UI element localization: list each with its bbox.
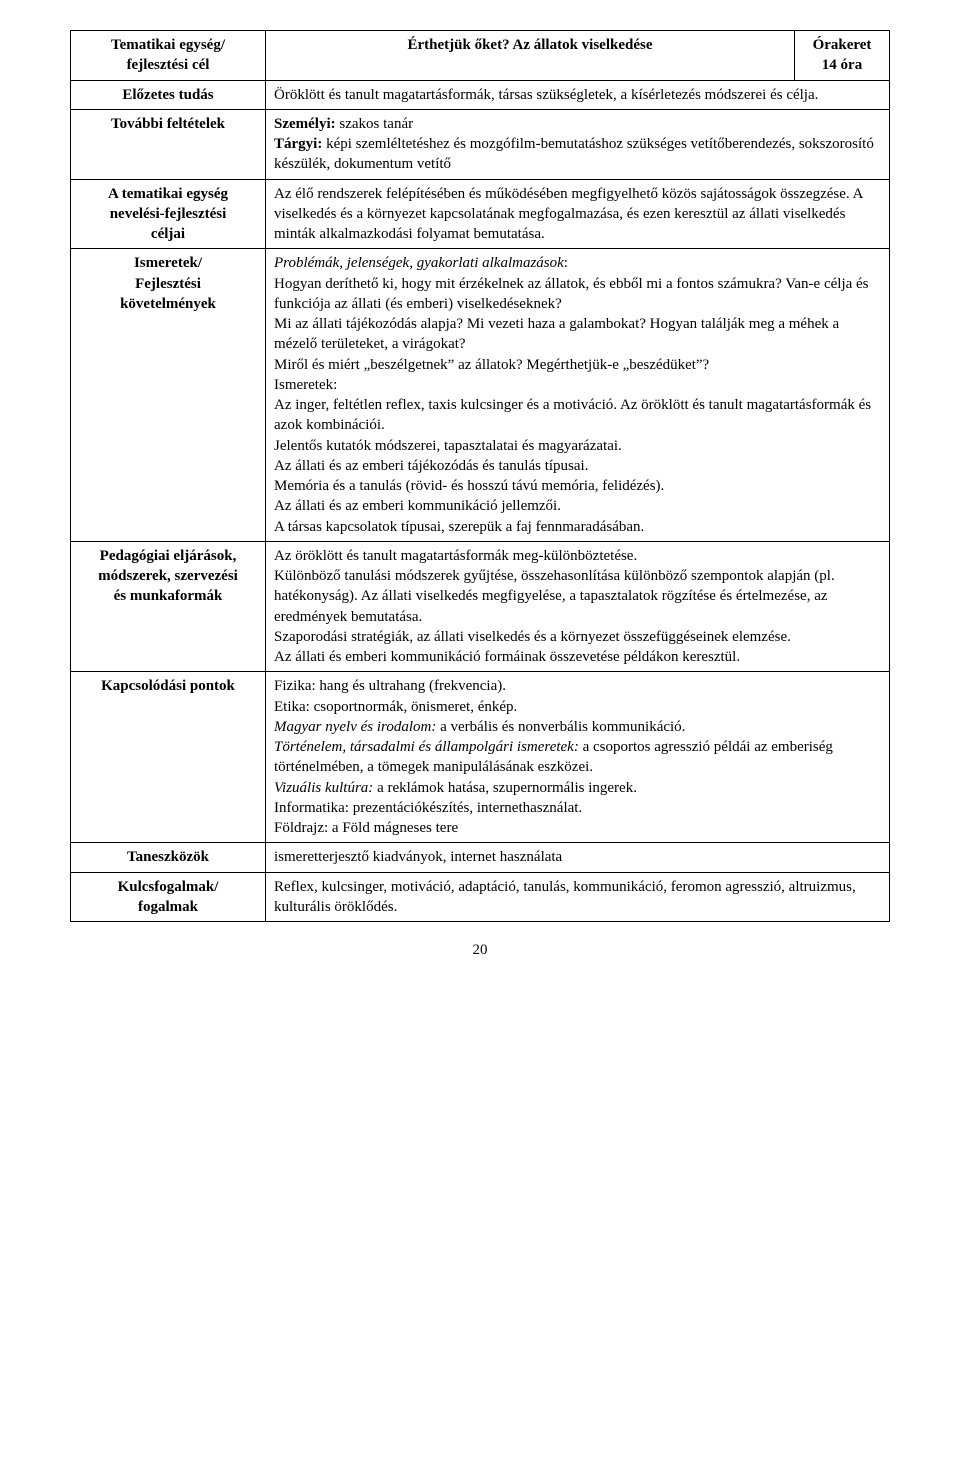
pedag-l1: Pedagógiai eljárások, [100,548,237,564]
header-mid: Érthetjük őket? Az állatok viselkedése [266,31,795,81]
table-row: Kapcsolódási pontok Fizika: hang és ultr… [71,672,890,843]
tematikai-l2: nevelési-fejlesztési [110,206,227,222]
curriculum-table: Tematikai egység/ fejlesztési cél Érthet… [70,30,890,922]
ismeretek-l1: Ismeretek/ [134,255,202,271]
pedag-p2: Különböző tanulási módszerek gyűjtése, ö… [274,568,835,625]
table-row: Kulcsfogalmak/ fogalmak Reflex, kulcsing… [71,872,890,922]
tovabbi-label: További feltételek [71,109,266,179]
ism-i2: Jelentős kutatók módszerei, tapasztalata… [274,438,622,454]
header-right-l2: 14 óra [822,57,862,73]
pedag-p1: Az öröklött és tanult magatartásformák m… [274,548,637,564]
pedag-label: Pedagógiai eljárások, módszerek, szervez… [71,541,266,672]
ism-i3: Az állati és az emberi tájékozódás és ta… [274,458,588,474]
ism-i4: Memória és a tanulás (rövid- és hosszú t… [274,478,664,494]
page-container: Tematikai egység/ fejlesztési cél Érthet… [0,0,960,999]
header-left-l2: fejlesztési cél [127,57,210,73]
kapcs-l5a: Vizuális kultúra: [274,780,373,796]
pedag-p3: Szaporodási stratégiák, az állati viselk… [274,629,791,645]
tematikai-l3: céljai [151,226,185,242]
tanesz-label: Taneszközök [71,843,266,872]
table-row: Előzetes tudás Öröklött és tanult magata… [71,80,890,109]
ism-i6: A társas kapcsolatok típusai, szerepük a… [274,519,644,535]
ism-label: Ismeretek: [274,377,337,393]
elozetes-label: Előzetes tudás [71,80,266,109]
pedag-l3: és munkaformák [114,588,223,604]
kapcs-l4a: Történelem, társadalmi és állampolgári i… [274,739,579,755]
personal-label: Személyi: [274,116,336,132]
targyi-text: képi szemléltetéshez és mozgófilm-bemuta… [274,136,874,172]
kapcs-l3a: Magyar nyelv és irodalom: [274,719,436,735]
ism-i5: Az állati és az emberi kommunikáció jell… [274,498,561,514]
kulcs-text: Reflex, kulcsinger, motiváció, adaptáció… [266,872,890,922]
targyi-label: Tárgyi: [274,136,322,152]
ismeretek-label: Ismeretek/ Fejlesztési követelmények [71,249,266,542]
table-row: Ismeretek/ Fejlesztési követelmények Pro… [71,249,890,542]
kapcs-l1: Fizika: hang és ultrahang (frekvencia). [274,678,506,694]
page-number: 20 [70,942,890,959]
elozetes-text: Öröklött és tanult magatartásformák, tár… [266,80,890,109]
table-row: Tematikai egység/ fejlesztési cél Érthet… [71,31,890,81]
probl-label: Problémák, jelenségek, gyakorlati alkalm… [274,255,564,271]
tematikai-text: Az élő rendszerek felépítésében és működ… [266,179,890,249]
kapcs-text: Fizika: hang és ultrahang (frekvencia). … [266,672,890,843]
pedag-l2: módszerek, szervezési [98,568,238,584]
table-row: Pedagógiai eljárások, módszerek, szervez… [71,541,890,672]
table-row: A tematikai egység nevelési-fejlesztési … [71,179,890,249]
kapcs-l5b: a reklámok hatása, szupernormális ingere… [373,780,637,796]
kapcs-l6: Informatika: prezentációkészítés, intern… [274,800,582,816]
probl-p1: Hogyan deríthető ki, hogy mit érzékelnek… [274,276,869,312]
probl-p3: Miről és miért „beszélgetnek” az állatok… [274,357,709,373]
pedag-p4: Az állati és emberi kommunikáció formáin… [274,649,740,665]
header-left-l1: Tematikai egység/ [111,37,225,53]
probl-p2: Mi az állati tájékozódás alapja? Mi veze… [274,316,839,352]
ismeretek-text: Problémák, jelenségek, gyakorlati alkalm… [266,249,890,542]
kulcs-label: Kulcsfogalmak/ fogalmak [71,872,266,922]
table-row: Taneszközök ismeretterjesztő kiadványok,… [71,843,890,872]
ism-i1: Az inger, feltétlen reflex, taxis kulcsi… [274,397,871,433]
tanesz-text: ismeretterjesztő kiadványok, internet ha… [266,843,890,872]
kapcs-l2: Etika: csoportnormák, önismeret, énkép. [274,699,517,715]
tematikai-l1: A tematikai egység [108,186,228,202]
kapcs-label: Kapcsolódási pontok [71,672,266,843]
personal-text: szakos tanár [336,116,413,132]
kulcs-l1: Kulcsfogalmak/ [118,879,219,895]
kulcs-l2: fogalmak [138,899,198,915]
tovabbi-text: Személyi: szakos tanár Tárgyi: képi szem… [266,109,890,179]
tematikai-label: A tematikai egység nevelési-fejlesztési … [71,179,266,249]
header-right: Órakeret 14 óra [795,31,890,81]
table-row: További feltételek Személyi: szakos taná… [71,109,890,179]
ismeretek-l2: Fejlesztési [135,276,201,292]
ismeretek-l3: követelmények [120,296,216,312]
header-right-l1: Órakeret [813,37,872,53]
kapcs-l3b: a verbális és nonverbális kommunikáció. [436,719,685,735]
header-left: Tematikai egység/ fejlesztési cél [71,31,266,81]
pedag-text: Az öröklött és tanult magatartásformák m… [266,541,890,672]
kapcs-l7: Földrajz: a Föld mágneses tere [274,820,458,836]
